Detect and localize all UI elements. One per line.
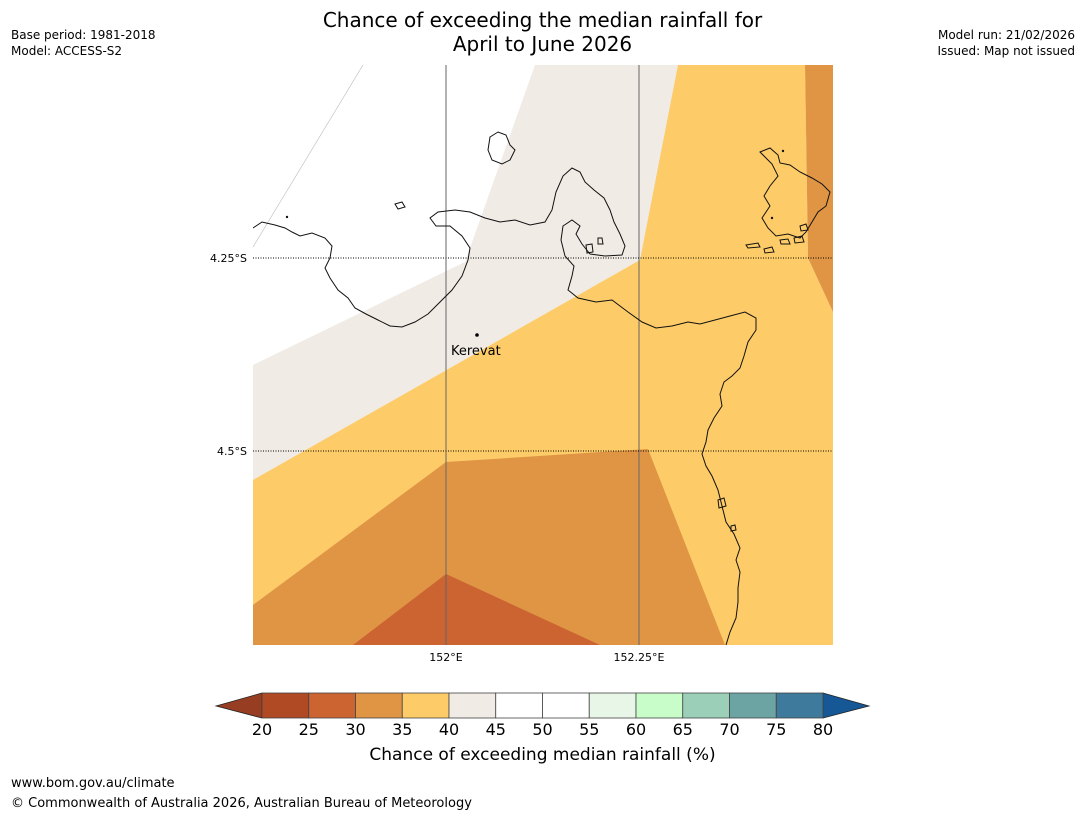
colorbar-bin-25-30 xyxy=(308,692,356,719)
footer-url[interactable]: www.bom.gov.au/climate xyxy=(11,776,175,791)
lat-label-4-5: 4.5°S xyxy=(217,445,247,458)
map-title: Chance of exceeding the median rainfall … xyxy=(0,8,1085,56)
colorbar-tick-60: 60 xyxy=(625,720,647,739)
colorbar-bin-35-40 xyxy=(401,692,450,719)
colorbar-bin-70-75 xyxy=(729,692,777,719)
colorbar-bin-40-45 xyxy=(448,692,497,719)
zone-30-35 xyxy=(253,449,725,645)
colorbar-tick-35: 35 xyxy=(392,720,413,739)
place-label-kerevat: Kerevat xyxy=(451,344,501,359)
colorbar-label: Chance of exceeding median rainfall (%) xyxy=(369,745,716,765)
issued-status: Issued: Map not issued xyxy=(937,44,1075,58)
colorbar-bin-60-65 xyxy=(635,692,684,719)
colorbar-tick-30: 30 xyxy=(345,720,366,739)
island-dot-1 xyxy=(285,215,289,219)
colorbar-tick-25: 25 xyxy=(298,720,319,739)
lon-label-152: 152°E xyxy=(429,651,462,664)
colorbar-tick-55: 55 xyxy=(579,720,600,739)
island-dot-3 xyxy=(770,216,774,220)
colorbar-tick-80: 80 xyxy=(812,720,834,739)
colorbar-tick-50: 50 xyxy=(532,720,553,739)
coastline xyxy=(253,131,831,645)
colorbar-tick-70: 70 xyxy=(719,720,740,739)
colorbar-tick-40: 40 xyxy=(438,720,460,739)
model-run: Model run: 21/02/2026 xyxy=(937,28,1075,42)
footer-copyright: © Commonwealth of Australia 2026, Austra… xyxy=(11,796,472,811)
colorbar-over-arrow xyxy=(822,692,871,719)
colorbar-bin-75-80 xyxy=(775,692,824,719)
zone-30-35-east xyxy=(805,65,833,312)
colorbar-bin-50-55 xyxy=(542,692,590,719)
colorbar-bin-55-60 xyxy=(588,692,637,719)
base-period: Base period: 1981-2018 xyxy=(11,28,156,42)
meta-left: Base period: 1981-2018 Model: ACCESS-S2 xyxy=(11,27,156,59)
model-name: Model: ACCESS-S2 xyxy=(11,44,123,58)
colorbar-tick-65: 65 xyxy=(672,720,693,739)
colorbar-tick-45: 45 xyxy=(485,720,506,739)
map-area xyxy=(253,65,833,645)
lon-label-152-25: 152.25°E xyxy=(614,651,665,664)
colorbar-bin-20-25 xyxy=(261,692,310,719)
title-line-2: April to June 2026 xyxy=(452,32,633,56)
colorbar-under-arrow xyxy=(214,692,263,719)
colorbar-bin-30-35 xyxy=(355,692,403,719)
colorbar-tick-20: 20 xyxy=(251,720,273,739)
kerevat-marker xyxy=(475,333,479,337)
meta-right: Model run: 21/02/2026 Issued: Map not is… xyxy=(937,27,1075,59)
colorbar-bin-45-50 xyxy=(495,692,543,719)
lat-label-4-25: 4.25°S xyxy=(210,252,247,265)
title-line-1: Chance of exceeding the median rainfall … xyxy=(322,8,763,32)
colorbar xyxy=(214,692,871,719)
zone-25-30 xyxy=(353,574,600,645)
colorbar-bin-65-70 xyxy=(682,692,730,719)
island-dot-2 xyxy=(781,149,785,153)
zone-edge-nw xyxy=(253,65,364,248)
colorbar-tick-75: 75 xyxy=(766,720,787,739)
